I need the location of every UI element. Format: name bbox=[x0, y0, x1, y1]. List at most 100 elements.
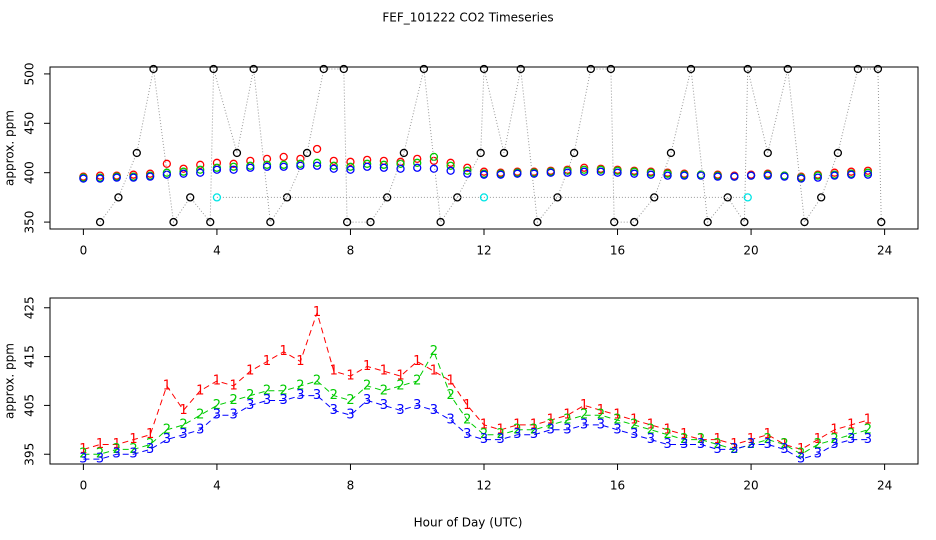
point-marker: 2 bbox=[280, 383, 288, 398]
point bbox=[212, 193, 222, 202]
point bbox=[312, 144, 322, 154]
point-marker: 2 bbox=[764, 432, 772, 447]
point bbox=[312, 161, 322, 170]
point-marker: 2 bbox=[196, 408, 204, 423]
point-marker: 1 bbox=[346, 369, 354, 384]
flag-line bbox=[99, 68, 882, 224]
point-marker: 3 bbox=[396, 403, 404, 418]
point-marker: 1 bbox=[129, 432, 137, 447]
point-marker: 2 bbox=[814, 437, 822, 452]
point bbox=[396, 164, 405, 173]
plot-frame bbox=[49, 66, 919, 230]
point bbox=[95, 217, 105, 227]
point bbox=[379, 163, 388, 172]
x-tick-label: 16 bbox=[610, 479, 625, 493]
point bbox=[383, 193, 392, 202]
point-marker: 3 bbox=[296, 388, 304, 403]
point-marker: 2 bbox=[563, 413, 571, 428]
point-marker: 1 bbox=[396, 369, 404, 384]
point bbox=[553, 193, 562, 202]
point-marker: 2 bbox=[263, 383, 271, 398]
point-marker: 2 bbox=[296, 378, 304, 393]
point bbox=[797, 174, 806, 183]
point-marker: 1 bbox=[797, 442, 805, 457]
point bbox=[696, 171, 706, 180]
point bbox=[429, 164, 439, 173]
point bbox=[563, 168, 572, 177]
point-marker: 1 bbox=[513, 417, 521, 432]
point bbox=[346, 165, 355, 174]
point-marker: 3 bbox=[663, 437, 671, 452]
point bbox=[817, 193, 826, 202]
point bbox=[613, 168, 622, 177]
point bbox=[650, 193, 659, 202]
point-marker: 3 bbox=[96, 452, 104, 467]
point-marker: 2 bbox=[847, 427, 855, 442]
point bbox=[232, 148, 242, 158]
point bbox=[763, 148, 772, 158]
point-marker: 1 bbox=[697, 432, 705, 447]
point-marker: 2 bbox=[313, 374, 321, 389]
point-marker: 3 bbox=[547, 422, 555, 437]
point bbox=[479, 193, 489, 202]
point-marker: 1 bbox=[580, 398, 588, 413]
point bbox=[800, 217, 809, 227]
point bbox=[129, 173, 138, 182]
point bbox=[186, 193, 195, 202]
point bbox=[479, 170, 489, 179]
point-marker: 3 bbox=[647, 432, 655, 447]
point-marker: 2 bbox=[714, 437, 722, 452]
point bbox=[516, 64, 525, 74]
point bbox=[610, 217, 619, 227]
series-line bbox=[83, 310, 869, 450]
x-tick-label: 24 bbox=[877, 244, 892, 258]
point bbox=[162, 159, 171, 168]
point-marker: 2 bbox=[113, 442, 121, 457]
point-marker: 1 bbox=[146, 427, 154, 442]
point bbox=[229, 159, 238, 168]
point bbox=[413, 163, 422, 172]
point bbox=[666, 148, 676, 158]
point bbox=[476, 148, 485, 158]
point bbox=[499, 148, 509, 158]
point-marker: 1 bbox=[663, 422, 671, 437]
y-tick-label: 405 bbox=[23, 394, 37, 417]
point-marker: 3 bbox=[764, 437, 772, 452]
point bbox=[366, 217, 375, 227]
point-marker: 3 bbox=[213, 408, 221, 423]
point bbox=[179, 169, 188, 178]
point-marker: 1 bbox=[647, 417, 655, 432]
point-marker: 1 bbox=[313, 305, 321, 320]
y-tick-label: 425 bbox=[23, 296, 37, 319]
series-line bbox=[83, 395, 868, 460]
point-marker: 1 bbox=[847, 417, 855, 432]
y-axis-title: approx. ppm bbox=[3, 343, 17, 419]
point bbox=[830, 171, 839, 180]
point-marker: 2 bbox=[413, 374, 421, 389]
point bbox=[740, 217, 749, 227]
point-marker: 1 bbox=[680, 427, 688, 442]
point-marker: 1 bbox=[213, 374, 221, 389]
point-marker: 2 bbox=[630, 417, 638, 432]
point-marker: 1 bbox=[730, 437, 738, 452]
point bbox=[586, 64, 595, 74]
point bbox=[606, 64, 616, 74]
point-marker: 1 bbox=[113, 437, 121, 452]
point bbox=[296, 161, 305, 170]
point-marker: 1 bbox=[296, 354, 304, 369]
point bbox=[196, 165, 205, 174]
point bbox=[703, 217, 712, 227]
point-marker: 2 bbox=[396, 378, 404, 393]
x-tick-label: 20 bbox=[743, 479, 758, 493]
point bbox=[114, 193, 123, 202]
point bbox=[446, 161, 455, 170]
point-marker: 2 bbox=[780, 437, 788, 452]
point-marker: 3 bbox=[797, 452, 805, 467]
y-tick-label: 350 bbox=[23, 211, 37, 234]
point bbox=[730, 172, 739, 181]
point-marker: 1 bbox=[363, 359, 371, 374]
point-marker: 1 bbox=[613, 408, 621, 423]
point-marker: 2 bbox=[246, 388, 254, 403]
point bbox=[546, 168, 555, 177]
